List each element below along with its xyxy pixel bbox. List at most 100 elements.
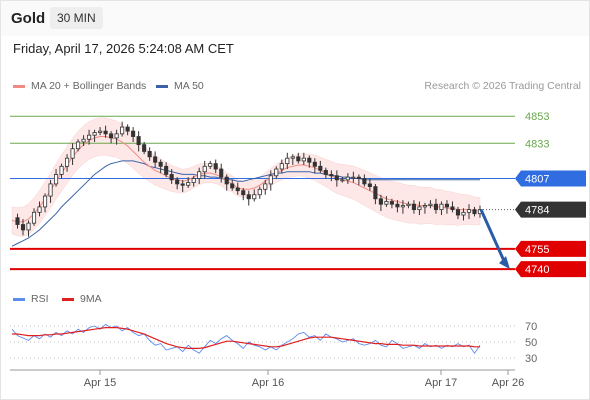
candle-body [147,151,152,158]
ma20-line [11,136,480,223]
candle-body [142,144,147,152]
level-tag-4740: 4740 [515,261,586,278]
candle-body [307,157,312,163]
x-tick-label: Apr 15 [84,377,116,389]
candle-body [224,176,229,185]
candle-body [109,133,114,139]
legend-label: 9MA [80,293,102,305]
candle-body [329,174,334,177]
ma50-swatch [156,84,168,88]
level-tag-text: 4740 [525,264,549,276]
candle-body [246,194,251,200]
candle-body [378,198,383,205]
9ma-swatch [62,297,74,301]
candle-body [120,126,125,135]
candle-body [367,183,372,188]
candle-body [411,203,416,211]
bollinger-band [11,117,481,237]
candle-body [48,183,53,197]
candle-body [362,178,367,185]
candle-body [466,209,472,213]
candle-body [31,211,37,224]
candle-body [241,190,246,196]
candle-body [373,186,378,200]
candle-body [268,175,273,185]
candle-body [384,201,389,205]
candle-body [76,141,81,150]
instrument-title: Gold [11,10,46,27]
research-credit: Research © 2026 Trading Central [424,80,581,92]
legend-label: RSI [31,293,49,305]
candle-body [312,161,317,167]
candle-body [81,138,86,143]
candle-body [252,194,257,200]
candle-body [131,130,136,137]
9ma-line [12,327,480,349]
candle-body [417,206,422,211]
candle-body [42,195,48,208]
candle-body [389,201,394,205]
candle-body [136,136,141,146]
candle-body [175,179,180,185]
candle-body [450,206,455,211]
candle-body [334,175,339,181]
rsi-tick-label: 50 [525,337,537,349]
candle-body [37,206,42,213]
level-tag-4755: 4755 [515,240,586,257]
candle-body [191,178,196,183]
candle-body [197,171,202,179]
candle-body [301,157,306,162]
level-tag-4784: 4784 [515,201,586,218]
level-tag-text: 4807 [525,173,549,185]
rsi-tick-label: 70 [525,321,537,333]
candle-body [323,169,328,175]
candle-body [20,224,26,231]
x-tick-label: Apr 17 [425,377,457,389]
timeframe-badge[interactable]: 30 MIN [50,7,103,29]
candle-body [125,126,130,132]
candle-body [98,130,103,133]
candle-body [158,161,163,167]
level-tag-4807: 4807 [515,170,586,187]
candle-body [263,183,268,190]
forecast-arrow-head [499,256,510,270]
candle-body [406,203,411,206]
candle-body [428,203,433,206]
candle-body [340,179,345,182]
forecast-arrow-shaft [479,209,507,264]
level-label-4833: 4833 [525,138,549,150]
x-tick-label: Apr 26 [492,377,524,389]
candle-body [395,203,400,208]
candle-body [186,182,191,186]
level-tag-bg [515,201,586,218]
legend-label: MA 20 + Bollinger Bands [31,80,147,92]
candle-body [59,165,64,175]
rsi-tick-label: 30 [525,353,537,365]
candle-body [169,174,174,181]
ma50-line [11,160,480,247]
candle-body [472,209,477,215]
candle-body [103,130,108,135]
candle-body [274,168,279,177]
candle-body [180,183,185,186]
level-tag-bg [515,261,586,278]
legend-item-ma20: MA 20 + Bollinger Bands [13,80,146,92]
candle-body [461,211,466,216]
candle-body [439,203,444,211]
level-tag-text: 4755 [525,244,549,256]
candle-body [230,183,235,189]
timestamp: Friday, April 17, 2026 5:24:08 AM CET [13,41,234,56]
candle-body [213,163,218,170]
candle-body [65,157,70,167]
candle-body [202,165,207,173]
candle-body [285,157,290,165]
candle-body [296,156,301,162]
candle-body [53,174,59,185]
candle-body [26,222,31,231]
candle-body [208,163,213,167]
candle-body [290,156,295,159]
candle-body [400,205,405,208]
legend-item-ma50: MA 50 [156,80,204,92]
candle-body [433,203,439,211]
